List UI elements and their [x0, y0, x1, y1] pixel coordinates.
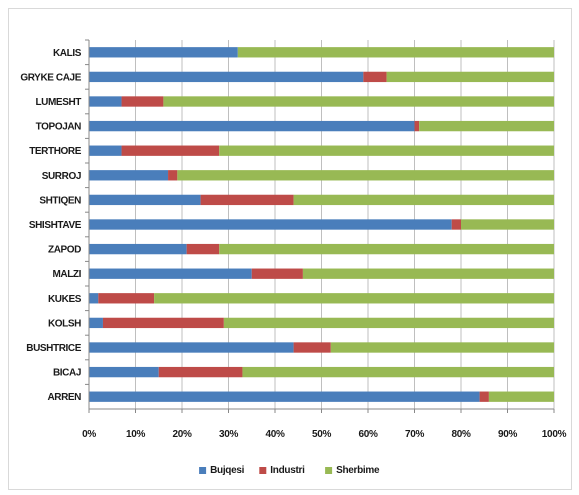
bar-industri-gryke-caje: [363, 71, 387, 83]
bar-bujqesi-surroj: [89, 170, 169, 181]
category-label-surroj: SURROJ: [42, 171, 81, 182]
bar-bujqesi-terthore: [89, 145, 122, 156]
bar-sherbime-topojan: [419, 120, 554, 132]
bar-industri-topojan: [414, 120, 420, 132]
bar-industri-shtiqen: [200, 194, 294, 206]
category-label-zapod: ZAPOD: [48, 245, 81, 256]
legend-swatch-bujqesi: [199, 467, 207, 474]
x-tick-label-30: 30%: [219, 429, 239, 440]
bar-industri-shishtave: [451, 219, 461, 230]
bar-sherbime-bushtrice: [330, 342, 554, 353]
bars: [89, 47, 555, 402]
chart-frame: 0% 10% 20% 30% 40% 50% 60% 70% 80% 90% 100% KALIS GR…: [8, 8, 572, 490]
bar-industri-bushtrice: [293, 342, 331, 353]
legend-label-sherbime: Sherbime: [336, 465, 380, 476]
bar-sherbime-zapod: [219, 243, 554, 255]
x-tick-label-10: 10%: [126, 429, 146, 440]
x-tick-label-60: 60%: [358, 429, 378, 440]
bar-sherbime-terthore: [219, 145, 554, 156]
category-label-topojan: TOPOJAN: [36, 122, 82, 133]
bar-industri-terthore: [121, 145, 220, 156]
x-tick-label-20: 20%: [172, 429, 192, 440]
bar-industri-kolsh: [102, 317, 224, 329]
category-label-bicaj: BICAJ: [53, 368, 81, 379]
bar-sherbime-shishtave: [461, 219, 554, 230]
x-tick-label-70: 70%: [405, 429, 425, 440]
bar-sherbime-kukes: [154, 293, 554, 304]
bar-bujqesi-shtiqen: [89, 194, 201, 206]
bar-industri-malzi: [251, 268, 303, 279]
bar-bujqesi-shishtave: [89, 219, 452, 230]
category-label-arren: ARREN: [47, 392, 81, 403]
category-label-kalis: KALIS: [53, 48, 82, 59]
bar-sherbime-arren: [488, 391, 554, 402]
bar-bujqesi-kalis: [89, 47, 238, 58]
bar-bujqesi-zapod: [89, 243, 187, 255]
category-label-kolsh: KOLSH: [48, 318, 81, 329]
category-label-lumesht: LUMESHT: [35, 97, 81, 108]
bar-industri-arren: [479, 391, 489, 402]
category-label-terthore: TERTHORE: [29, 146, 82, 157]
bar-sherbime-surroj: [177, 170, 554, 181]
bar-sherbime-gryke-caje: [386, 71, 554, 83]
category-label-shtiqen: SHTIQEN: [39, 195, 81, 206]
axis-labels: 0% 10% 20% 30% 40% 50% 60% 70% 80% 90% 100% KALIS GR…: [20, 48, 567, 440]
category-label-bushtrice: BUSHTRICE: [26, 343, 81, 354]
bar-sherbime-kolsh: [223, 317, 554, 329]
bar-bujqesi-gryke-caje: [89, 71, 364, 83]
bar-bujqesi-kolsh: [89, 317, 103, 329]
x-tick-label-90: 90%: [498, 429, 518, 440]
legend: Bujqesi Industri Sherbime: [199, 465, 380, 476]
legend-swatch-industri: [259, 467, 267, 474]
category-label-malzi: MALZI: [52, 269, 81, 280]
bar-bujqesi-lumesht: [89, 96, 122, 107]
bar-industri-bicaj: [158, 366, 243, 378]
bar-sherbime-malzi: [302, 268, 554, 279]
bar-sherbime-kalis: [237, 47, 555, 58]
category-label-kukes: KUKES: [48, 294, 82, 305]
bar-bujqesi-topojan: [89, 120, 415, 132]
bar-bujqesi-bicaj: [89, 366, 159, 378]
bar-bujqesi-kukes: [89, 293, 99, 304]
legend-label-industri: Industri: [270, 465, 305, 476]
bar-bujqesi-arren: [89, 391, 480, 402]
x-tick-label-0: 0%: [82, 429, 96, 440]
legend-swatch-sherbime: [325, 467, 333, 474]
bar-sherbime-lumesht: [163, 96, 554, 107]
category-label-shishtave: SHISHTAVE: [29, 220, 82, 231]
axes: [85, 39, 555, 413]
bar-industri-surroj: [168, 170, 178, 181]
bar-industri-kukes: [98, 293, 155, 304]
category-label-gryke-caje: GRYKE CAJE: [20, 72, 81, 83]
bar-sherbime-shtiqen: [293, 194, 554, 206]
x-tick-label-100: 100%: [542, 429, 567, 440]
x-tick-label-40: 40%: [265, 429, 285, 440]
legend-label-bujqesi: Bujqesi: [210, 465, 245, 476]
bar-bujqesi-malzi: [89, 268, 252, 279]
x-tick-label-50: 50%: [312, 429, 332, 440]
bar-sherbime-bicaj: [242, 366, 554, 378]
stacked-bar-chart: 0% 10% 20% 30% 40% 50% 60% 70% 80% 90% 100% KALIS GR…: [20, 39, 567, 476]
bar-industri-lumesht: [121, 96, 164, 107]
bar-industri-zapod: [186, 243, 220, 255]
bar-bujqesi-bushtrice: [89, 342, 294, 353]
x-tick-label-80: 80%: [451, 429, 471, 440]
